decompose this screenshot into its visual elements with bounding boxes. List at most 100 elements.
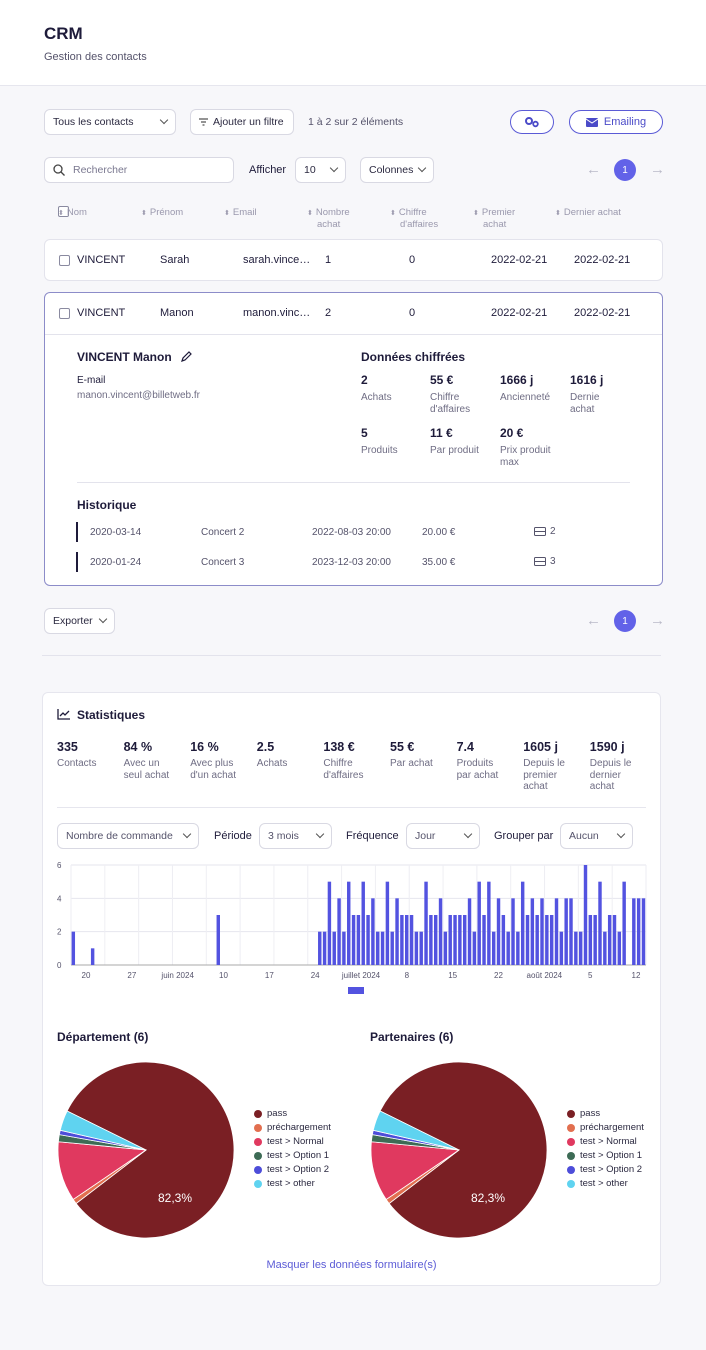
legend-item[interactable]: préchargement	[254, 1122, 331, 1133]
bar[interactable]	[578, 931, 583, 965]
bar[interactable]	[467, 898, 472, 965]
bar[interactable]	[318, 931, 322, 965]
columns-select[interactable]: Colonnes	[360, 157, 434, 183]
bar[interactable]	[400, 915, 404, 965]
bar[interactable]	[482, 915, 486, 965]
bar[interactable]	[433, 915, 438, 965]
bar[interactable]	[598, 881, 602, 965]
select-all-checkbox[interactable]	[58, 206, 69, 217]
bar[interactable]	[588, 915, 593, 965]
legend-item[interactable]: test > Normal	[254, 1136, 324, 1147]
legend-item[interactable]: test > other	[254, 1178, 315, 1189]
bar[interactable]	[409, 915, 414, 965]
bar[interactable]	[453, 915, 457, 965]
bar[interactable]	[342, 931, 346, 965]
bar[interactable]	[520, 881, 525, 965]
next-page-icon[interactable]: →	[650, 612, 665, 629]
bar[interactable]	[574, 931, 578, 965]
column-header[interactable]: ⬍ Nom	[58, 207, 87, 230]
settings-button[interactable]	[510, 110, 554, 134]
bar[interactable]	[424, 881, 428, 965]
bar[interactable]	[419, 931, 423, 965]
bar[interactable]	[559, 931, 564, 965]
bar[interactable]	[622, 881, 626, 965]
bar[interactable]	[356, 915, 361, 965]
bar[interactable]	[641, 898, 646, 965]
bar[interactable]	[496, 898, 501, 965]
bar[interactable]	[438, 898, 443, 965]
contacts-filter-select[interactable]: Tous les contacts	[44, 109, 176, 135]
legend-item[interactable]: préchargement	[567, 1122, 644, 1133]
bar[interactable]	[71, 931, 76, 965]
bar[interactable]	[414, 931, 419, 965]
page-number-button[interactable]: 1	[614, 159, 636, 181]
next-page-icon[interactable]: →	[650, 161, 665, 178]
bar[interactable]	[337, 898, 341, 965]
bar[interactable]	[361, 881, 365, 965]
add-filter-button[interactable]: Ajouter un filtre	[190, 109, 294, 135]
table-row[interactable]: VINCENT Sarah sarah.vince… 1 0 2022-02-2…	[44, 239, 663, 281]
bar[interactable]	[347, 881, 351, 965]
legend-item[interactable]: pass	[567, 1108, 600, 1119]
bar[interactable]	[516, 931, 520, 965]
legend-item[interactable]: test > Option 2	[254, 1164, 329, 1175]
bar[interactable]	[395, 898, 399, 965]
bar[interactable]	[405, 915, 409, 965]
bar[interactable]	[390, 931, 394, 965]
bar[interactable]	[487, 881, 491, 965]
bar[interactable]	[569, 898, 573, 965]
bar[interactable]	[351, 915, 356, 965]
bar[interactable]	[385, 881, 390, 965]
legend-item[interactable]: test > Option 2	[567, 1164, 642, 1175]
bar[interactable]	[380, 931, 385, 965]
bar[interactable]	[554, 898, 559, 965]
metric-select[interactable]: Nombre de commande	[57, 823, 199, 849]
bar[interactable]	[583, 865, 588, 965]
legend-item[interactable]: test > other	[567, 1178, 628, 1189]
bar[interactable]	[366, 915, 370, 965]
bar[interactable]	[511, 898, 515, 965]
legend-swatch[interactable]	[348, 987, 364, 994]
bar[interactable]	[530, 898, 535, 965]
bar[interactable]	[332, 931, 336, 965]
bar[interactable]	[593, 915, 597, 965]
prev-page-icon[interactable]: ←	[586, 161, 601, 178]
bar[interactable]	[90, 948, 95, 965]
bar[interactable]	[617, 931, 622, 965]
edit-pencil-icon[interactable]	[181, 350, 193, 362]
per-page-select[interactable]: 10	[295, 157, 346, 183]
pie-slice[interactable]	[379, 1061, 548, 1239]
legend-item[interactable]: pass	[254, 1108, 287, 1119]
row-checkbox[interactable]	[59, 308, 70, 319]
table-row-expanded[interactable]: VINCENT Manon manon.vinc… 2 0 2022-02-21…	[44, 292, 663, 586]
pie-slice[interactable]	[372, 1110, 460, 1151]
bar[interactable]	[607, 915, 612, 965]
bar[interactable]	[322, 931, 327, 965]
bar[interactable]	[458, 915, 462, 965]
column-header[interactable]: ⬍ Nombre achat	[307, 207, 350, 230]
column-header[interactable]: ⬍ Email	[224, 207, 257, 230]
column-header[interactable]: ⬍ Prénom	[141, 207, 183, 230]
export-button[interactable]: Exporter	[44, 608, 115, 634]
bar[interactable]	[636, 898, 641, 965]
legend-item[interactable]: test > Option 1	[567, 1150, 642, 1161]
column-header[interactable]: ⬍ Premier achat	[473, 207, 515, 230]
pie-slice[interactable]	[59, 1110, 147, 1151]
column-header[interactable]: ⬍ Dernier achat	[555, 207, 621, 230]
row-checkbox[interactable]	[59, 255, 70, 266]
bar[interactable]	[525, 915, 530, 965]
bar[interactable]	[491, 931, 496, 965]
bar[interactable]	[429, 915, 433, 965]
bar[interactable]	[477, 881, 481, 965]
bar[interactable]	[540, 898, 544, 965]
bar[interactable]	[632, 898, 636, 965]
bar[interactable]	[327, 881, 332, 965]
bar[interactable]	[501, 915, 506, 965]
bar[interactable]	[564, 898, 568, 965]
bar[interactable]	[506, 931, 510, 965]
bar[interactable]	[216, 915, 220, 965]
hide-form-data-link[interactable]: Masquer les données formulaire(s)	[266, 1259, 437, 1271]
frequency-select[interactable]: Jour	[406, 823, 480, 849]
bar[interactable]	[549, 915, 554, 965]
bar[interactable]	[443, 931, 448, 965]
